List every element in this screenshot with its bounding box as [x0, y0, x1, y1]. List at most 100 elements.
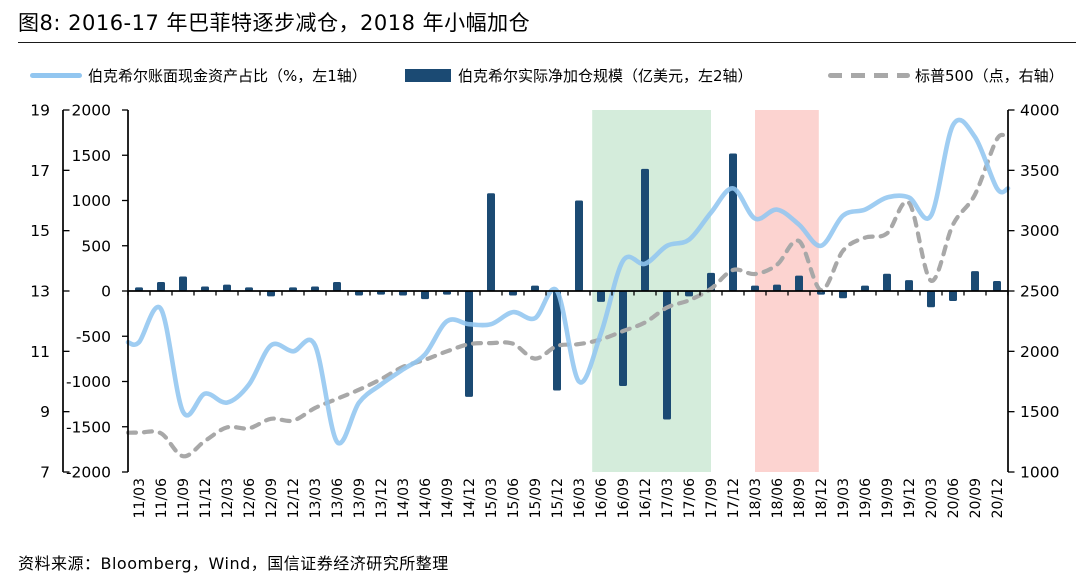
net-purchase-bar [685, 291, 693, 297]
x-tick-label: 12/12 [286, 478, 302, 518]
x-tick-label: 20/12 [990, 478, 1006, 518]
x-tick-label: 20/06 [946, 478, 962, 518]
net-purchase-bar [311, 286, 319, 291]
x-tick-label: 17/03 [660, 478, 676, 518]
net-purchase-bar [971, 271, 979, 291]
x-tick-label: 12/09 [264, 478, 280, 518]
net-purchase-bar [201, 286, 209, 291]
x-tick-label: 16/12 [638, 478, 654, 518]
left1-tick-label: 7 [40, 464, 50, 482]
net-purchase-bar [333, 281, 341, 291]
right-tick-label: 2500 [1020, 283, 1059, 301]
x-tick-label: 17/12 [726, 478, 742, 518]
title-divider [18, 42, 1076, 43]
left1-tick-label: 15 [30, 222, 50, 240]
x-tick-label: 18/12 [814, 478, 830, 518]
left2-tick-label: 1500 [72, 147, 111, 165]
net-purchase-bar [751, 285, 759, 291]
x-tick-label: 15/03 [484, 478, 500, 518]
x-tick-label: 20/03 [924, 478, 940, 518]
x-tick-label: 13/12 [374, 478, 390, 518]
legend-label-net-purchase: 伯克希尔实际净加仓规模（亿美元，左2轴） [458, 66, 753, 85]
x-tick-label: 19/12 [902, 478, 918, 518]
x-tick-label: 15/12 [550, 478, 566, 518]
bar-swatch-icon [405, 68, 451, 82]
x-tick-label: 15/06 [506, 478, 522, 518]
x-tick-label: 18/09 [792, 478, 808, 518]
x-tick-label: 14/06 [418, 478, 434, 518]
right-tick-label: 2000 [1020, 343, 1059, 361]
net-purchase-bar [949, 291, 957, 301]
net-purchase-bar [861, 285, 869, 291]
right-tick-label: 3000 [1020, 222, 1059, 240]
net-purchase-bar [267, 291, 275, 297]
x-tick-label: 19/03 [836, 478, 852, 518]
net-purchase-bar [773, 284, 781, 291]
source-note: 资料来源：Bloomberg，Wind，国信证券经济研究所整理 [18, 554, 449, 573]
right-tick-label: 1500 [1020, 403, 1059, 421]
x-tick-label: 16/06 [594, 478, 610, 518]
x-tick-label: 14/09 [440, 478, 456, 518]
left1-tick-label: 9 [40, 403, 50, 421]
left1-tick-label: 17 [30, 162, 50, 180]
sp500-dashed-line [125, 132, 1011, 459]
left2-tick-label: 1000 [72, 192, 111, 210]
x-tick-label: 11/09 [176, 478, 192, 518]
legend-item-cash-ratio: 伯克希尔账面现金资产占比（%，左1轴） [30, 62, 367, 88]
net-purchase-bar [245, 287, 253, 291]
legend-item-net-purchase: 伯克希尔实际净加仓规模（亿美元，左2轴） [405, 62, 753, 88]
x-tick-label: 19/06 [858, 478, 874, 518]
x-tick-label: 19/09 [880, 478, 896, 518]
x-tick-label: 20/09 [968, 478, 984, 518]
dashed-line-swatch-icon [828, 72, 910, 78]
x-tick-label: 18/03 [748, 478, 764, 518]
net-purchase-bar [179, 276, 187, 291]
net-purchase-bar [157, 281, 165, 291]
left2-tick-label: 2000 [72, 102, 111, 120]
net-purchase-bar [465, 291, 473, 397]
x-tick-label: 15/09 [528, 478, 544, 518]
left1-tick-label: 13 [30, 283, 50, 301]
net-purchase-bar [641, 168, 649, 291]
x-tick-label: 12/03 [220, 478, 236, 518]
x-tick-label: 13/03 [308, 478, 324, 518]
net-purchase-bar [487, 193, 495, 291]
legend-label-cash-ratio: 伯克希尔账面现金资产占比（%，左1轴） [88, 66, 367, 85]
left2-tick-label: 0 [101, 283, 111, 301]
x-tick-label: 14/03 [396, 478, 412, 518]
net-purchase-bar [883, 273, 891, 291]
x-tick-label: 17/06 [682, 478, 698, 518]
net-purchase-bar [509, 291, 517, 296]
net-purchase-bar [927, 291, 935, 308]
right-tick-label: 4000 [1020, 102, 1059, 120]
net-purchase-bar [289, 287, 297, 291]
x-tick-label: 11/06 [154, 478, 170, 518]
x-tick-label: 14/12 [462, 478, 478, 518]
net-purchase-bar [399, 291, 407, 296]
chart-svg: 2000 1500 1000 500 0 -500 -1000 -1500 -2000 19 17 1… [30, 102, 1059, 519]
x-tick-label: 18/06 [770, 478, 786, 518]
x-tick-label: 12/06 [242, 478, 258, 518]
net-purchase-bar [663, 291, 671, 420]
left1-tick-label: 19 [30, 102, 50, 120]
line-swatch-icon [30, 72, 82, 78]
x-tick-label: 16/03 [572, 478, 588, 518]
net-purchase-bar [443, 291, 451, 295]
left2-tick-label: 500 [81, 237, 111, 255]
legend-label-sp500: 标普500（点，右轴） [915, 66, 1064, 85]
net-purchase-bar [531, 285, 539, 291]
x-tick-label: 11/03 [132, 478, 148, 518]
net-purchase-bar [421, 291, 429, 300]
left2-tick-label: -500 [76, 328, 111, 346]
net-purchase-bar [839, 291, 847, 299]
x-tick-label: 13/06 [330, 478, 346, 518]
right-tick-label: 1000 [1020, 464, 1059, 482]
net-purchase-bar [817, 291, 825, 295]
net-purchase-bar [135, 287, 143, 291]
right-tick-label: 3500 [1020, 162, 1059, 180]
chart-title: 图8: 2016-17 年巴菲特逐步减仓，2018 年小幅加仓 [18, 11, 531, 35]
x-tick-label: 17/09 [704, 478, 720, 518]
net-purchase-bar [597, 291, 605, 302]
net-purchase-bar [377, 291, 385, 295]
